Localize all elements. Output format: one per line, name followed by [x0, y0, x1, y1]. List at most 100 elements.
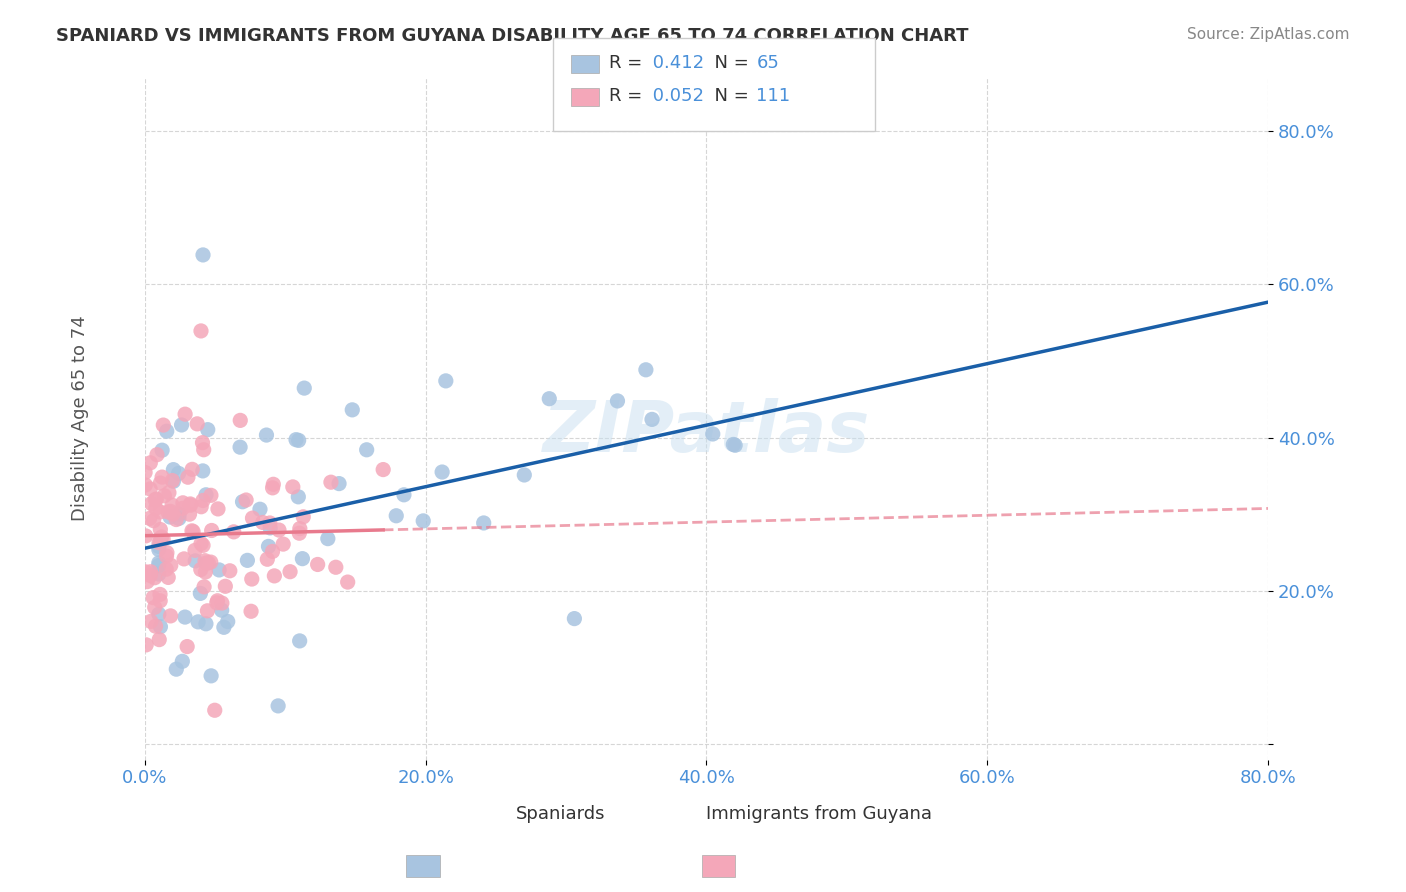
- Point: [157, 570, 180, 584]
- Point: [145, 501, 167, 516]
- Point: [229, 413, 252, 427]
- Point: [152, 418, 174, 433]
- Point: [430, 465, 453, 479]
- Point: [606, 393, 628, 408]
- Point: [181, 524, 204, 538]
- Point: [162, 462, 184, 476]
- Point: [292, 509, 315, 524]
- Point: [194, 554, 217, 568]
- Point: [148, 632, 170, 647]
- Point: [200, 555, 222, 569]
- Point: [288, 526, 311, 541]
- Point: [138, 511, 160, 525]
- Point: [191, 464, 214, 478]
- Point: [191, 248, 214, 262]
- Point: [190, 536, 212, 550]
- Point: [145, 491, 167, 506]
- Point: [162, 475, 184, 489]
- Point: [197, 556, 219, 570]
- Point: [167, 511, 190, 525]
- Point: [143, 492, 166, 507]
- Point: [218, 564, 240, 578]
- Point: [159, 510, 181, 524]
- Point: [142, 591, 165, 605]
- Point: [197, 604, 219, 618]
- Point: [208, 563, 231, 577]
- Point: [193, 442, 215, 457]
- Point: [281, 480, 304, 494]
- Point: [181, 524, 204, 539]
- Point: [193, 580, 215, 594]
- Point: [191, 435, 214, 450]
- Point: [139, 568, 162, 582]
- Point: [263, 569, 285, 583]
- Point: [200, 669, 222, 683]
- Point: [191, 493, 214, 508]
- Point: [222, 524, 245, 539]
- Text: SPANIARD VS IMMIGRANTS FROM GUYANA DISABILITY AGE 65 TO 74 CORRELATION CHART: SPANIARD VS IMMIGRANTS FROM GUYANA DISAB…: [56, 27, 969, 45]
- Point: [195, 488, 218, 502]
- Text: Source: ZipAtlas.com: Source: ZipAtlas.com: [1187, 27, 1350, 42]
- Point: [723, 437, 745, 451]
- Point: [149, 593, 172, 607]
- Point: [472, 516, 495, 530]
- Text: Spaniards: Spaniards: [516, 805, 605, 823]
- Text: 0.412: 0.412: [647, 54, 704, 72]
- Point: [155, 549, 177, 563]
- Point: [212, 620, 235, 634]
- Point: [307, 558, 329, 572]
- Point: [197, 423, 219, 437]
- Point: [190, 586, 212, 600]
- Point: [205, 596, 228, 610]
- Point: [145, 619, 167, 633]
- Point: [149, 505, 172, 519]
- Point: [172, 654, 194, 668]
- Point: [143, 571, 166, 585]
- Point: [177, 470, 200, 484]
- Text: N =: N =: [703, 54, 755, 72]
- Point: [641, 412, 664, 426]
- Point: [278, 565, 301, 579]
- Point: [179, 498, 201, 512]
- Point: [135, 638, 157, 652]
- Point: [159, 608, 181, 623]
- Point: [191, 538, 214, 552]
- Point: [155, 562, 177, 576]
- Point: [194, 565, 217, 579]
- Point: [149, 587, 172, 601]
- Point: [139, 615, 162, 629]
- Point: [150, 530, 173, 544]
- Point: [385, 508, 408, 523]
- Point: [162, 474, 184, 488]
- Point: [200, 488, 222, 502]
- Point: [242, 511, 264, 525]
- Point: [236, 553, 259, 567]
- Point: [149, 532, 172, 546]
- Point: [167, 467, 190, 481]
- Point: [262, 477, 284, 491]
- Point: [149, 476, 172, 491]
- Point: [134, 466, 156, 480]
- Text: 65: 65: [756, 54, 779, 72]
- Point: [148, 542, 170, 557]
- Text: N =: N =: [703, 87, 755, 105]
- Point: [184, 554, 207, 568]
- Point: [146, 448, 169, 462]
- Y-axis label: Disability Age 65 to 74: Disability Age 65 to 74: [72, 316, 89, 521]
- Point: [373, 462, 395, 476]
- Point: [292, 381, 315, 395]
- Point: [271, 537, 294, 551]
- Point: [186, 417, 208, 431]
- Point: [160, 498, 183, 512]
- Point: [157, 485, 180, 500]
- Point: [267, 523, 290, 537]
- Point: [172, 496, 194, 510]
- Point: [181, 462, 204, 476]
- Point: [136, 574, 159, 589]
- Point: [538, 392, 561, 406]
- Point: [190, 562, 212, 576]
- Point: [240, 572, 263, 586]
- Point: [149, 620, 172, 634]
- Point: [143, 600, 166, 615]
- Point: [165, 512, 187, 526]
